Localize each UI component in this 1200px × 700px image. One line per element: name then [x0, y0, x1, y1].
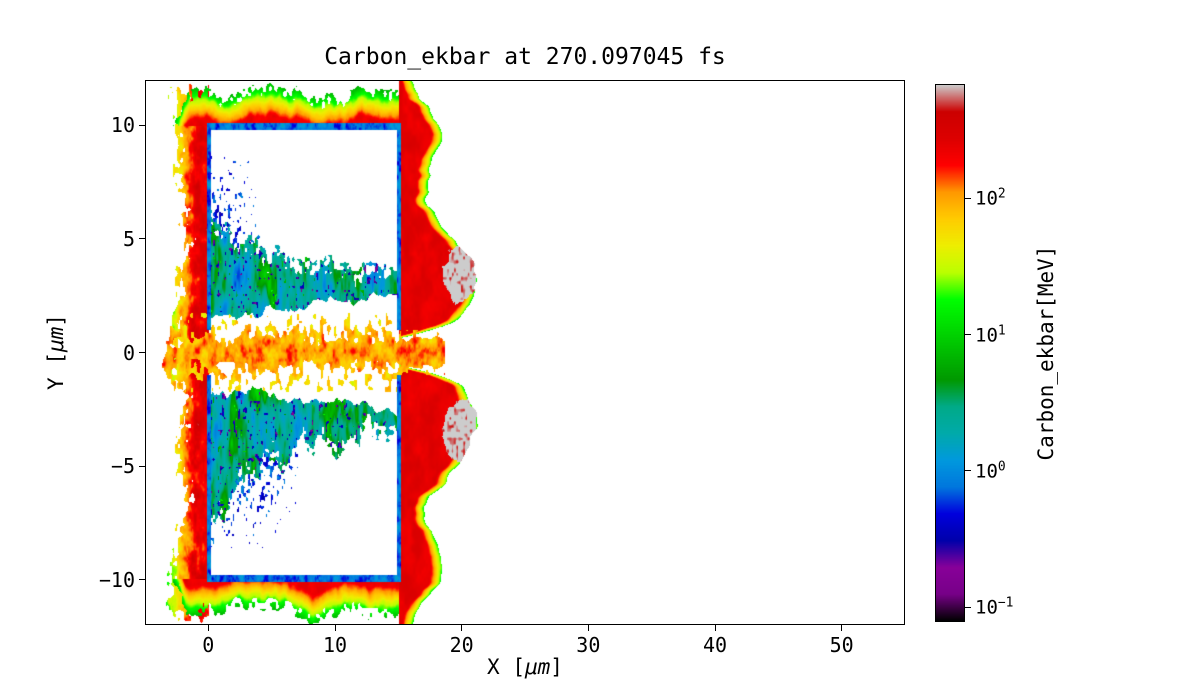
- y-tick-label: −5: [110, 454, 135, 479]
- x-tick-mark: [587, 625, 589, 631]
- colorbar-tick-label: 10−1: [975, 595, 1013, 618]
- y-tick-label: 0: [122, 340, 135, 365]
- x-tick-label: 0: [202, 633, 215, 657]
- x-tick-mark: [334, 625, 336, 631]
- y-axis-unit: μm: [44, 326, 68, 353]
- colorbar-tick-label: 100: [975, 459, 1006, 482]
- x-tick-label: 40: [702, 633, 728, 657]
- colorbar-tick-exponent: 1: [997, 322, 1006, 338]
- x-axis-label-pre: X [: [487, 655, 525, 679]
- x-axis-label: X [μm]: [145, 655, 905, 679]
- y-axis-label: Y [μm]: [44, 314, 68, 390]
- colorbar-tick-base: 10: [975, 324, 998, 347]
- plot-area: [145, 80, 905, 625]
- y-axis-label-pre: Y [: [44, 352, 68, 390]
- y-tick-label: 10: [110, 113, 135, 138]
- chart-title: Carbon_ekbar at 270.097045 fs: [324, 44, 726, 70]
- colorbar-tick-mark: [965, 334, 971, 336]
- y-tick-label: 5: [122, 226, 135, 251]
- colorbar: [935, 84, 965, 622]
- x-axis-label-post: ]: [550, 655, 563, 679]
- colorbar-tick-label: 102: [975, 187, 1006, 210]
- x-tick-mark: [714, 625, 716, 631]
- colorbar-label: Carbon_ekbar[MeV]: [1034, 245, 1058, 461]
- colorbar-tick-exponent: −1: [997, 595, 1014, 611]
- colorbar-gradient: [936, 85, 964, 621]
- heatmap-canvas: [146, 81, 904, 624]
- colorbar-tick-exponent: 2: [997, 186, 1006, 202]
- colorbar-tick-mark: [965, 197, 971, 199]
- y-axis-label-post: ]: [44, 314, 68, 327]
- y-tick-label: −10: [98, 567, 135, 592]
- x-tick-label: 20: [449, 633, 474, 657]
- x-tick-mark: [461, 625, 463, 631]
- colorbar-tick-label: 101: [975, 323, 1006, 346]
- colorbar-tick-mark: [965, 470, 971, 472]
- colorbar-tick-base: 10: [975, 188, 998, 211]
- x-tick-mark: [841, 625, 843, 631]
- x-tick-label: 10: [322, 633, 348, 657]
- x-tick-label: 30: [576, 633, 601, 657]
- colorbar-tick-base: 10: [975, 460, 998, 483]
- x-tick-label: 50: [829, 633, 854, 657]
- colorbar-tick-base: 10: [975, 596, 998, 619]
- colorbar-tick-exponent: 0: [997, 459, 1006, 475]
- x-axis-unit: μm: [524, 655, 551, 679]
- colorbar-tick-mark: [965, 606, 971, 608]
- x-tick-mark: [207, 625, 209, 631]
